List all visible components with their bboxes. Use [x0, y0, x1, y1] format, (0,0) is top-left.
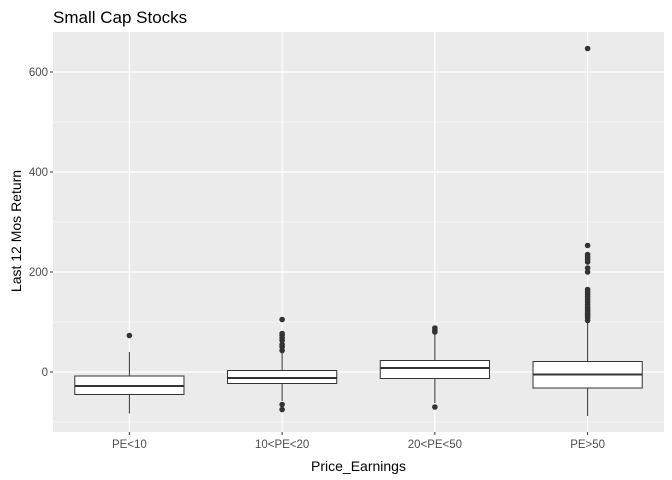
- outlier-point: [279, 330, 285, 337]
- plot-panel: 0 200 400 600 PE<10 10<PE<20 20<PE<50 PE>50: [29, 32, 664, 451]
- outlier-point: [432, 325, 438, 331]
- outlier-point: [584, 269, 591, 275]
- chart-title: Small Cap Stocks: [53, 8, 187, 27]
- outlier-point: [584, 251, 591, 258]
- x-axis-title: Price_Earnings: [311, 458, 406, 474]
- outlier-point: [432, 404, 438, 410]
- y-tick-label: 0: [42, 367, 48, 379]
- y-tick-label: 400: [29, 167, 48, 179]
- box-iqr: [379, 360, 490, 379]
- x-tick-label: PE>50: [570, 439, 605, 451]
- outlier-point: [279, 401, 285, 408]
- outlier-point: [584, 265, 591, 271]
- outlier-point: [584, 45, 591, 52]
- y-axis-title: Last 12 Mos Return: [8, 170, 24, 292]
- outlier-point: [279, 341, 285, 348]
- outlier-point: [584, 286, 591, 293]
- x-tick-label: PE<10: [112, 439, 147, 451]
- outlier-point: [584, 242, 591, 249]
- y-tick-label: 600: [29, 67, 48, 79]
- outlier-point: [279, 316, 285, 323]
- y-tick-label: 200: [29, 267, 48, 279]
- outlier-point: [126, 332, 133, 339]
- x-tick-label: 20<PE<50: [408, 439, 462, 451]
- x-tick-label: 10<PE<20: [255, 439, 309, 451]
- outlier-point: [279, 406, 285, 413]
